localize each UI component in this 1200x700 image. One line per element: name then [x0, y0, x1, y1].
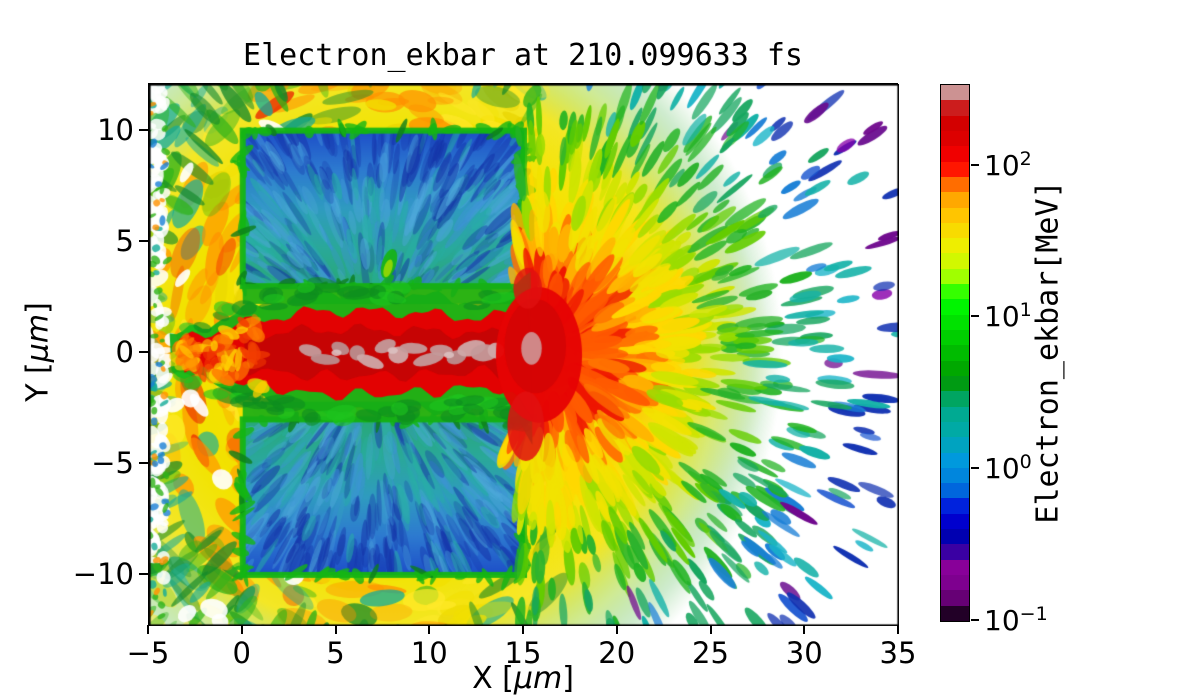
- colorbar-band: [941, 314, 969, 330]
- colorbar-tick-label: 101: [984, 299, 1032, 334]
- colorbar-band: [941, 222, 969, 239]
- x-tick-label: 10: [410, 636, 448, 670]
- colorbar-band: [941, 100, 969, 116]
- colorbar-band: [941, 238, 969, 254]
- colorbar-band: [941, 513, 969, 530]
- x-axis-label-post: ]: [562, 661, 574, 696]
- colorbar-band: [941, 360, 969, 376]
- y-tick-mark: [139, 128, 148, 131]
- colorbar-band: [941, 146, 969, 162]
- heatmap-canvas: [149, 84, 899, 626]
- colorbar-band: [941, 467, 969, 484]
- colorbar-tick-mark: [971, 315, 979, 318]
- y-tick-label: −10: [72, 556, 134, 591]
- y-tick-mark: [139, 572, 148, 575]
- colorbar-band: [941, 406, 969, 422]
- colorbar-tick-label: 10−1: [984, 602, 1048, 638]
- colorbar-band: [941, 207, 969, 223]
- x-tick-label: −5: [126, 636, 170, 670]
- x-tick-mark: [709, 625, 712, 634]
- x-tick-mark: [615, 625, 618, 634]
- colorbar-band: [941, 345, 969, 361]
- colorbar-band: [941, 498, 969, 514]
- colorbar-band: [941, 161, 969, 177]
- colorbar-band: [941, 284, 969, 300]
- x-tick-label: 35: [879, 636, 917, 670]
- y-tick-mark: [139, 461, 148, 464]
- colorbar-label: Electron_ekbar[MeV]: [1030, 180, 1066, 524]
- colorbar-band: [941, 130, 969, 147]
- colorbar-tick-label: 102: [984, 147, 1032, 182]
- colorbar-band: [941, 299, 969, 315]
- colorbar-band: [941, 176, 969, 193]
- colorbar-band: [941, 192, 969, 208]
- colorbar-band: [941, 590, 969, 606]
- x-tick-mark: [428, 625, 431, 634]
- plot-title: Electron_ekbar at 210.099633 fs: [243, 38, 803, 73]
- colorbar-band: [941, 253, 969, 269]
- x-tick-label: 30: [785, 636, 823, 670]
- plot-area: [148, 83, 899, 626]
- colorbar-band: [941, 559, 969, 575]
- x-tick-mark: [147, 625, 149, 634]
- y-axis-label-pre: Y [: [20, 362, 56, 402]
- y-tick-label: 5: [115, 223, 134, 258]
- y-tick-mark: [139, 350, 148, 353]
- x-axis-label-pre: X [: [472, 661, 514, 696]
- colorbar-band: [941, 483, 969, 499]
- colorbar-tick-mark: [971, 619, 979, 621]
- colorbar-tick-mark: [971, 467, 979, 470]
- colorbar: [940, 84, 970, 622]
- y-tick-label: 0: [115, 334, 134, 369]
- x-tick-label: 20: [598, 636, 636, 670]
- colorbar-band: [941, 391, 969, 407]
- colorbar-tick-label: 100: [984, 451, 1032, 486]
- colorbar-tick-mark: [971, 163, 979, 166]
- y-tick-mark: [139, 239, 148, 242]
- y-axis-label: Y [μm]: [21, 302, 56, 402]
- x-tick-mark: [334, 625, 337, 634]
- colorbar-band: [941, 85, 969, 101]
- colorbar-band: [941, 452, 969, 468]
- colorbar-band: [941, 605, 969, 621]
- x-tick-label: 5: [326, 636, 345, 670]
- y-tick-label: 10: [97, 112, 134, 147]
- colorbar-band: [941, 437, 969, 453]
- colorbar-band: [941, 268, 969, 285]
- y-axis-unit: μm: [20, 313, 56, 363]
- x-axis-unit: μm: [513, 661, 563, 696]
- x-tick-mark: [803, 625, 806, 634]
- y-axis-label-post: ]: [20, 302, 56, 314]
- colorbar-band: [941, 544, 969, 560]
- y-tick-label: −5: [91, 445, 134, 480]
- colorbar-band: [941, 575, 969, 591]
- x-tick-label: 25: [692, 636, 729, 670]
- x-tick-mark: [897, 625, 899, 634]
- colorbar-band: [941, 330, 969, 346]
- colorbar-band: [941, 421, 969, 438]
- x-tick-mark: [522, 625, 524, 634]
- x-axis-label: X [μm]: [148, 661, 898, 696]
- x-tick-mark: [240, 625, 243, 634]
- colorbar-band: [941, 529, 969, 545]
- colorbar-band: [941, 375, 969, 392]
- x-tick-label: 0: [232, 636, 251, 670]
- colorbar-band: [941, 115, 969, 131]
- x-tick-label: 15: [504, 636, 542, 670]
